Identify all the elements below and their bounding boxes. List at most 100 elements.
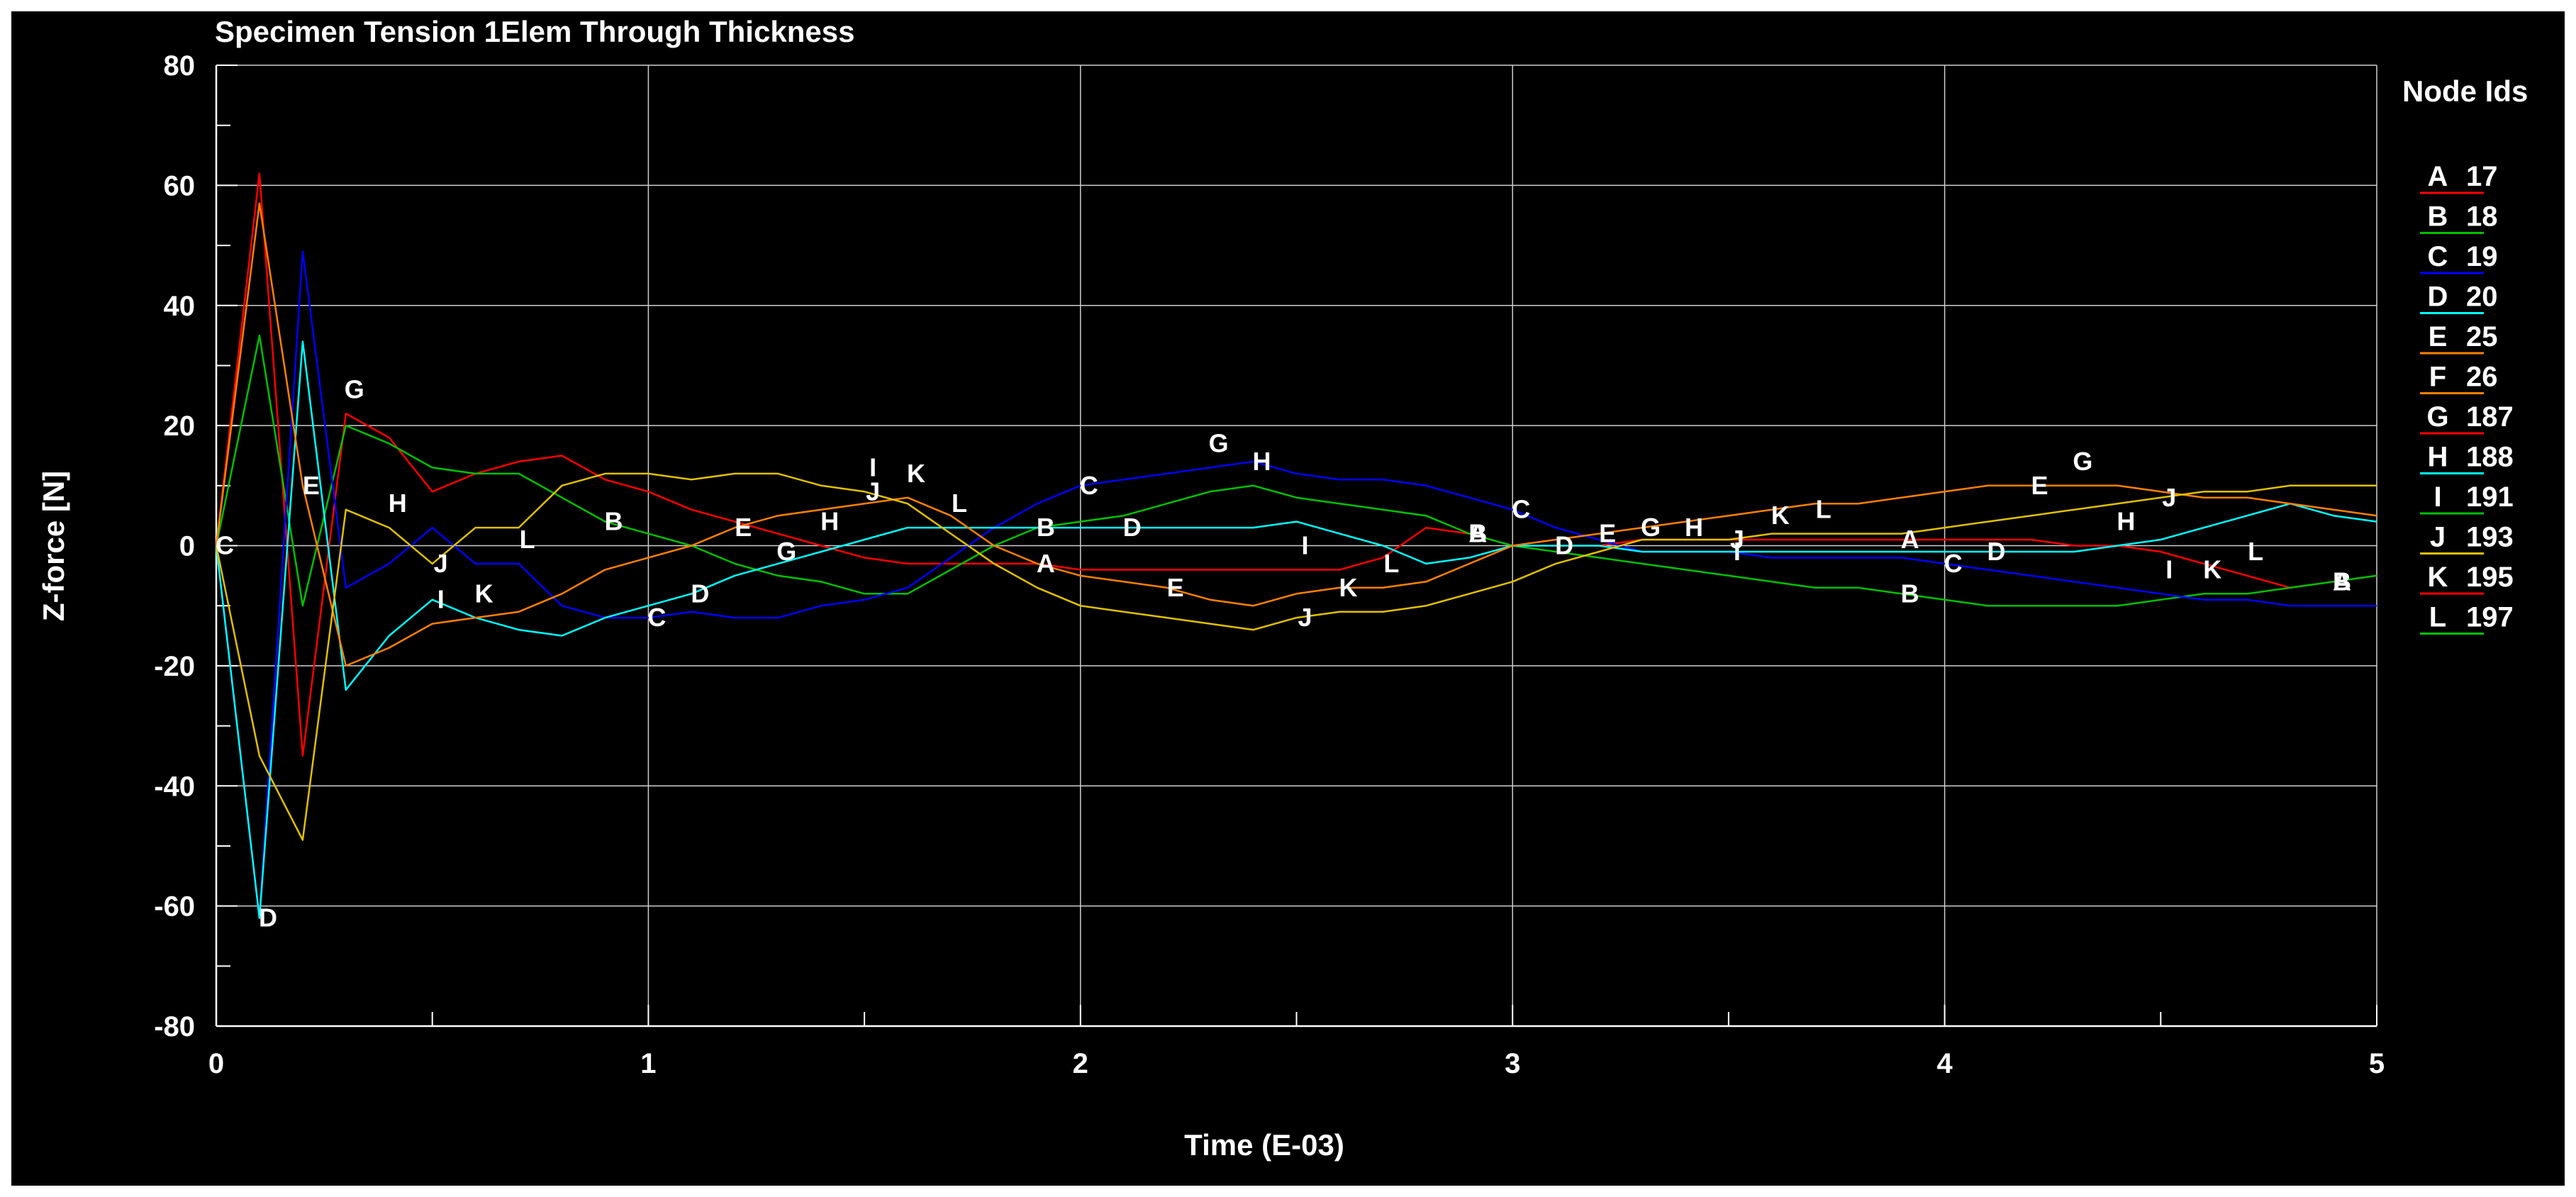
legend-item-197: L 197 (2420, 602, 2514, 635)
curve-marker-C: C (216, 531, 234, 560)
legend-letter: K (2428, 562, 2448, 593)
curve-marker-A: A (1037, 549, 1055, 578)
curve-marker-H: H (1685, 513, 1703, 542)
curve-marker-H: H (1253, 447, 1271, 476)
curve-marker-G: G (1641, 513, 1661, 542)
legend-letter: H (2428, 442, 2448, 473)
curve-marker-D: D (259, 903, 277, 932)
x-tick-label: 1 (640, 1048, 656, 1079)
curve-marker-A: A (2333, 567, 2351, 596)
legend-item-25: E 25 (2420, 321, 2498, 355)
curve-marker-G: G (1209, 429, 1229, 458)
series-line-17 (215, 172, 2377, 757)
curve-marker-L: L (520, 525, 535, 554)
series-line-20 (215, 340, 2377, 919)
legend-item-18: B 18 (2420, 201, 2498, 234)
curve-marker-I: I (869, 452, 876, 481)
legend-label: 195 (2466, 562, 2514, 593)
x-tick-label: 4 (1936, 1048, 1953, 1079)
curve-marker-C: C (1080, 471, 1098, 500)
legend-label: 187 (2466, 401, 2514, 433)
legend-title: Node Ids (2402, 74, 2528, 108)
legend-label: 18 (2466, 201, 2498, 233)
series-line-18 (215, 334, 2377, 607)
y-tick-label: 80 (164, 50, 196, 82)
legend-item-188: H 188 (2420, 442, 2514, 474)
curve-marker-J: J (1298, 603, 1312, 632)
curve-marker-A: A (1901, 525, 1919, 554)
curve-marker-A: A (1468, 519, 1487, 548)
legend-item-195: K 195 (2420, 562, 2514, 595)
curve-marker-K: K (475, 579, 494, 608)
curve-marker-B: B (2333, 567, 2351, 596)
x-tick-label: 3 (1505, 1048, 1520, 1079)
legend-item-26: F 26 (2420, 362, 2498, 394)
grid-lines (216, 65, 2377, 1027)
legend-label: 191 (2466, 481, 2514, 513)
curve-marker-G: G (345, 374, 364, 403)
legend-item-187: G 187 (2420, 401, 2514, 435)
legend-letter: L (2429, 602, 2446, 633)
curve-marker-K: K (1771, 501, 1790, 530)
curve-marker-I: I (2165, 555, 2173, 584)
legend-letter: C (2428, 241, 2448, 272)
legend-label: 17 (2466, 161, 2498, 192)
curve-marker-B: B (1468, 519, 1487, 548)
curve-marker-I: I (437, 585, 445, 614)
legend-letter: D (2428, 282, 2448, 313)
curve-marker-L: L (1383, 549, 1399, 578)
legend-item-191: I 191 (2420, 481, 2514, 515)
curve-marker-K: K (1339, 573, 1357, 602)
legend-item-17: A 17 (2420, 161, 2498, 194)
legend-letter: A (2428, 161, 2448, 192)
curve-marker-E: E (735, 513, 752, 542)
curve-marker-K: K (2203, 555, 2221, 584)
curve-marker-J: J (866, 477, 880, 506)
curve-marker-C: C (1512, 495, 1530, 524)
curve-marker-H: H (2117, 507, 2135, 536)
legend-item-20: D 20 (2420, 282, 2498, 314)
y-tick-label: 40 (164, 291, 196, 322)
curve-marker-C: C (647, 603, 666, 632)
curve-marker-L: L (2248, 537, 2263, 566)
curve-marker-B: B (604, 507, 623, 536)
legend-item-193: J 193 (2420, 522, 2514, 555)
series-line-19 (215, 250, 2377, 919)
y-tick-label: -60 (154, 891, 195, 923)
y-tick-label: 20 (164, 411, 196, 442)
curve-marker-H: H (389, 489, 407, 518)
curve-marker-D: D (691, 579, 709, 608)
series-line-25 (215, 202, 2377, 667)
legend-letter: F (2429, 362, 2446, 393)
chart-svg: Specimen Tension 1Elem Through Thickness… (37, 15, 2528, 1162)
legend-label: 188 (2466, 442, 2514, 473)
curve-marker-B: B (1901, 579, 1919, 608)
curve-marker-J: J (2162, 483, 2176, 512)
chart-title: Specimen Tension 1Elem Through Thickness (215, 15, 854, 48)
legend-label: 197 (2466, 602, 2514, 633)
y-axis-label: Z-force [N] (37, 471, 70, 621)
curve-marker-G: G (2073, 447, 2092, 476)
curve-marker-I: I (1301, 531, 1308, 560)
legend-letter: G (2426, 401, 2448, 433)
x-tick-label: 0 (208, 1048, 224, 1079)
y-tick-label: -40 (154, 771, 195, 802)
legend-letter: E (2429, 321, 2448, 352)
curve-marker-C: C (1944, 549, 1963, 578)
curve-marker-J: J (1730, 525, 1744, 554)
axes: -80 -60 -40 -20 0 20 40 60 80 0 1 2 3 4 5 (154, 50, 2385, 1079)
curve-marker-I: I (1734, 537, 1741, 566)
legend-letter: I (2433, 481, 2441, 513)
chart-frame: Specimen Tension 1Elem Through Thickness… (11, 11, 2565, 1186)
legend-label: 26 (2466, 362, 2498, 393)
curve-marker-L: L (1816, 495, 1831, 524)
y-tick-label: 0 (179, 531, 195, 562)
x-axis-label: Time (E-03) (1184, 1128, 1344, 1162)
legend-label: 20 (2466, 282, 2498, 313)
curve-marker-D: D (1987, 537, 2006, 566)
curve-marker-E: E (303, 471, 320, 500)
curve-marker-D: D (1555, 531, 1573, 560)
x-tick-label: 2 (1073, 1048, 1088, 1079)
curve-marker-H: H (820, 507, 839, 536)
